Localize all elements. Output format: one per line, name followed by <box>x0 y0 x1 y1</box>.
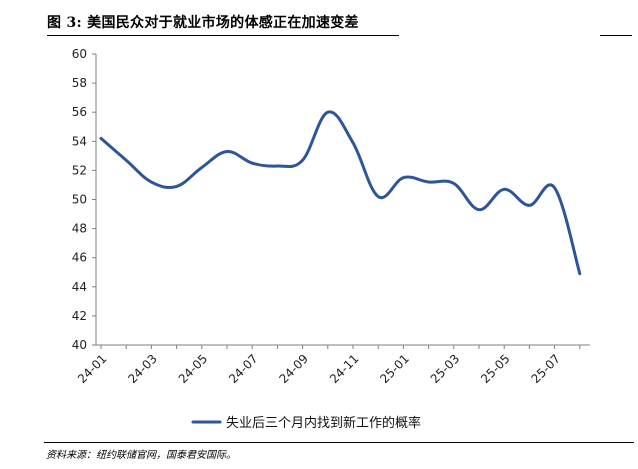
x-tick-label: 24-11 <box>327 352 362 387</box>
data-point <box>352 141 355 144</box>
x-tick-label: 24-07 <box>226 352 261 387</box>
data-point <box>125 159 128 162</box>
data-point <box>427 181 430 184</box>
y-tick-label: 58 <box>72 76 87 90</box>
x-tick-label: 24-05 <box>176 352 211 387</box>
data-point <box>553 186 556 189</box>
y-tick-label: 60 <box>72 47 87 61</box>
data-point <box>200 166 203 169</box>
data-point <box>251 162 254 165</box>
x-tick-label: 25-01 <box>377 352 412 387</box>
chart-axes <box>95 54 590 346</box>
x-tick-label: 24-09 <box>277 352 312 387</box>
data-point <box>578 272 581 275</box>
data-point <box>478 208 481 211</box>
y-tick-label: 40 <box>72 338 87 352</box>
x-tick-label: 24-01 <box>75 352 110 387</box>
x-axis-ticks: 24-01 24-03 24-05 24-07 24-09 24-11 25-01 25-03… <box>75 345 581 387</box>
data-point <box>175 185 178 188</box>
data-point <box>452 182 455 185</box>
figure-title: 图 3: 美国民众对于就业市场的体感正在加速变差 <box>47 15 359 31</box>
y-tick-label: 46 <box>72 251 87 265</box>
x-tick-label: 25-07 <box>529 352 564 387</box>
data-point <box>402 176 405 179</box>
y-tick-label: 50 <box>72 193 87 207</box>
chart-legend: 失业后三个月内找到新工作的概率 <box>191 415 421 431</box>
data-point <box>377 195 380 198</box>
source-divider <box>44 442 634 443</box>
x-tick-label: 24-03 <box>125 352 160 387</box>
data-point <box>503 188 506 191</box>
source-note: 资料来源：纽约联储官网，国泰君安国际。 <box>46 450 236 461</box>
series-layer <box>99 110 582 276</box>
y-tick-label: 56 <box>72 105 87 119</box>
series-line <box>99 110 582 276</box>
y-axis-ticks: 40 42 44 46 48 50 52 54 56 58 60 <box>72 47 96 352</box>
x-tick-label: 25-03 <box>428 352 463 387</box>
data-point <box>150 181 153 184</box>
y-tick-label: 44 <box>72 280 87 294</box>
y-tick-label: 54 <box>72 134 87 148</box>
data-point <box>226 150 229 153</box>
y-tick-label: 48 <box>72 222 87 236</box>
data-point <box>301 159 304 162</box>
legend-label: 失业后三个月内找到新工作的概率 <box>226 415 421 431</box>
title-underline-right <box>600 35 632 36</box>
x-tick-label: 25-05 <box>478 352 513 387</box>
data-point <box>276 165 279 168</box>
y-tick-label: 42 <box>72 309 87 323</box>
data-point <box>528 204 531 207</box>
title-underline-left <box>47 35 399 36</box>
data-point <box>100 137 103 140</box>
y-tick-label: 52 <box>72 163 87 177</box>
data-point <box>326 111 329 114</box>
